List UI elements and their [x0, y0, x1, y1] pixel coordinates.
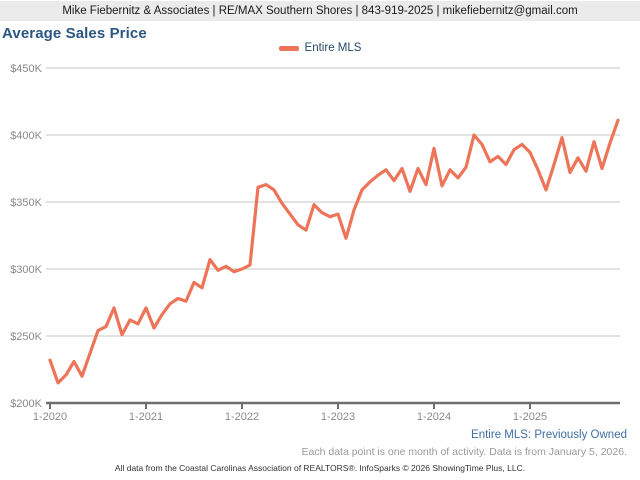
svg-text:1-2022: 1-2022: [225, 411, 259, 423]
svg-text:1-2021: 1-2021: [129, 411, 163, 423]
legend-label: Entire MLS: [304, 42, 362, 54]
svg-text:$300K: $300K: [10, 264, 42, 276]
chart-title: Average Sales Price: [2, 25, 147, 42]
svg-text:1-2024: 1-2024: [417, 411, 451, 423]
svg-text:$200K: $200K: [10, 398, 42, 410]
agent-header-text: Mike Fiebernitz & Associates | RE/MAX So…: [62, 5, 578, 17]
chart-legend[interactable]: Entire MLS: [0, 42, 640, 54]
svg-text:$400K: $400K: [10, 130, 42, 142]
agent-header: Mike Fiebernitz & Associates | RE/MAX So…: [0, 1, 640, 21]
svg-text:1-2020: 1-2020: [33, 411, 67, 423]
legend-line-swatch: [278, 45, 299, 51]
svg-text:$350K: $350K: [10, 197, 42, 209]
svg-text:$450K: $450K: [10, 63, 42, 75]
svg-text:1-2023: 1-2023: [321, 411, 355, 423]
data-note: Each data point is one month of activity…: [301, 446, 627, 458]
svg-text:$250K: $250K: [10, 331, 42, 343]
series-note: Entire MLS: Previously Owned: [471, 429, 627, 441]
attribution-footer: All data from the Coastal Carolinas Asso…: [114, 463, 526, 473]
svg-text:1-2025: 1-2025: [513, 411, 547, 423]
